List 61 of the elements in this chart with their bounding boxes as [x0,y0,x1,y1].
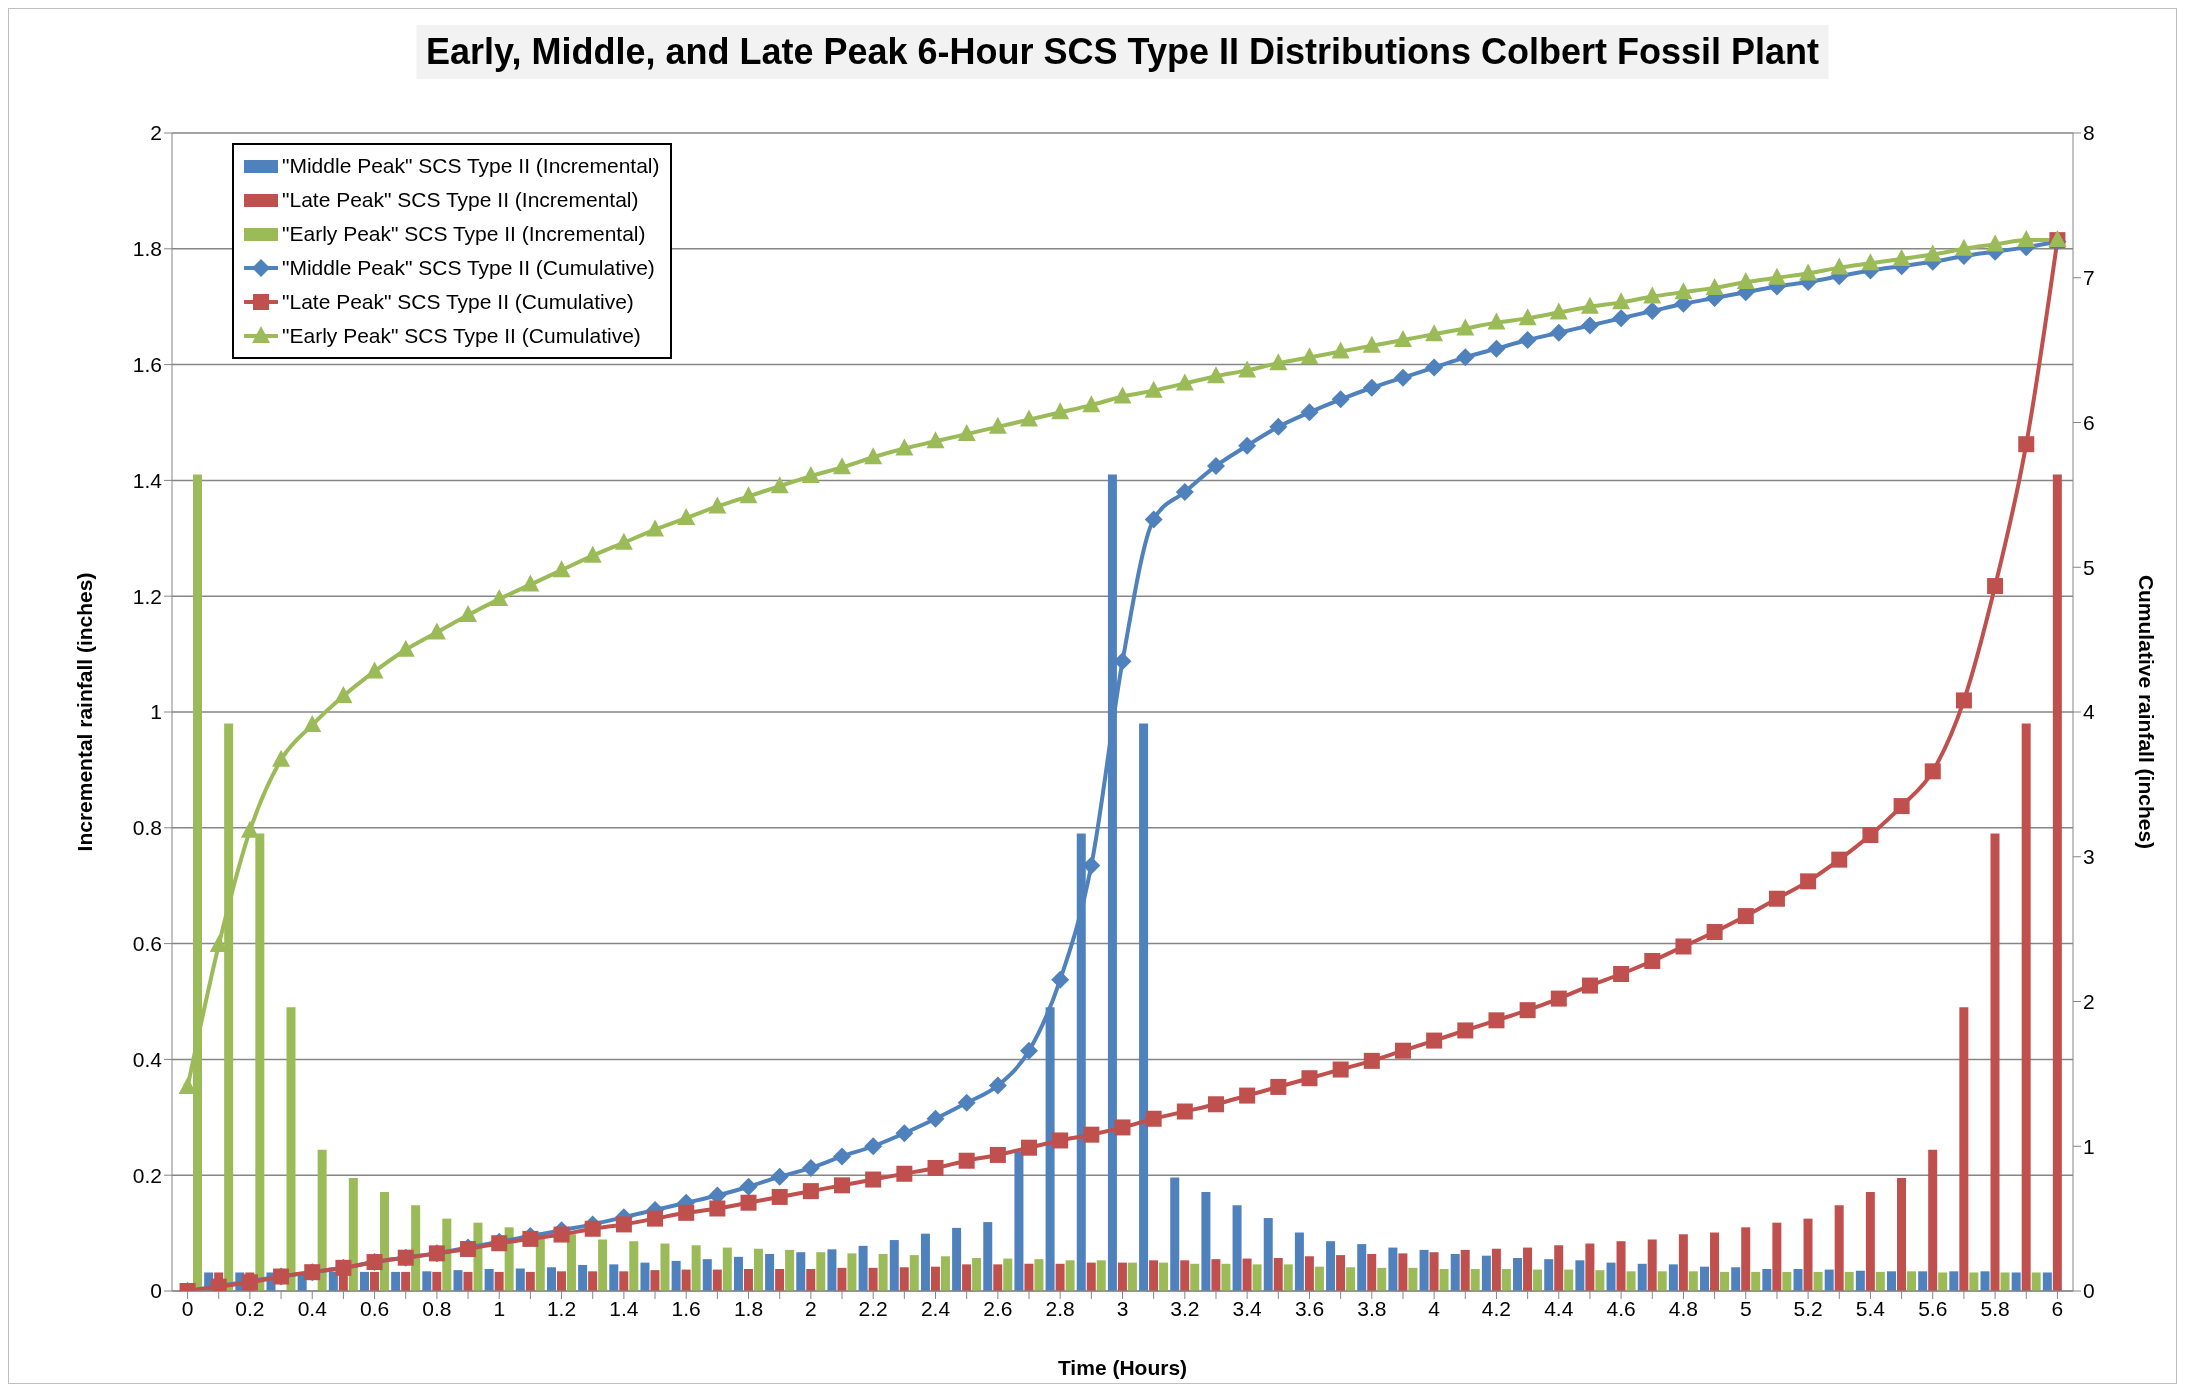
y2-tick-label: 3 [2083,845,2095,869]
y2-tick-label: 7 [2083,266,2095,290]
x-tick-label: 1.2 [546,1296,577,1320]
x-tick-label: 5.4 [1855,1296,1886,1320]
x-tick-label: 2 [805,1296,817,1320]
x-tick-label: 5.6 [1918,1296,1948,1320]
y-tick-label: 0 [150,1279,162,1303]
legend-label: "Middle Peak" SCS Type II (Cumulative) [282,255,655,281]
legend-label: "Middle Peak" SCS Type II (Incremental) [282,153,660,179]
legend-label: "Early Peak" SCS Type II (Cumulative) [282,323,641,349]
legend-label: "Late Peak" SCS Type II (Incremental) [282,187,639,213]
legend-label: "Early Peak" SCS Type II (Incremental) [282,221,646,247]
x-tick-label: 4.8 [1668,1296,1699,1320]
x-tick-label: 0 [181,1296,194,1320]
y2-tick-label: 5 [2083,555,2095,579]
y-tick-label: 1 [150,700,162,724]
x-tick-label: 2.6 [983,1296,1013,1320]
x-tick-label: 1.6 [671,1296,701,1320]
x-tick-label: 0.8 [422,1296,452,1320]
x-tick-label: 4 [1428,1296,1441,1320]
y2-axis-title: Cumulative rainfall (inches) [2134,574,2158,850]
y-tick-label: 0.2 [132,1163,162,1187]
y-tick-label: 0.4 [132,1047,163,1071]
y-tick-label: 0.8 [132,816,162,840]
x-tick-label: 3.8 [1357,1296,1387,1320]
y-tick-label: 2 [150,121,162,145]
y2-tick-label: 2 [2083,989,2095,1013]
x-tick-label: 3.6 [1294,1296,1325,1320]
y2-tick-label: 1 [2083,1134,2095,1158]
x-tick-label: 3 [1116,1296,1129,1320]
x-tick-label: 0.2 [235,1296,265,1320]
x-tick-label: 4.4 [1544,1296,1574,1320]
x-tick-label: 2.2 [858,1296,888,1320]
y2-tick-label: 6 [2083,410,2095,434]
chart-title: Early, Middle, and Late Peak 6-Hour SCS Type II Distributions Colbert Fossil Plant [416,25,1829,79]
x-tick-label: 4.6 [1606,1296,1636,1320]
x-tick-label: 2.8 [1045,1296,1075,1320]
x-tick-label: 1 [493,1296,506,1320]
y-tick-label: 1.6 [132,353,162,377]
y2-tick-label: 8 [2083,121,2095,145]
x-tick-label: 5.8 [1980,1296,2010,1320]
x-tick-label: 1.8 [733,1296,764,1320]
x-tick-label: 3.2 [1170,1296,1200,1320]
x-tick-label: 0.6 [359,1296,390,1320]
x-tick-label: 4.2 [1481,1296,1512,1320]
x-tick-label: 1.4 [609,1296,639,1320]
y-tick-label: 1.4 [132,468,163,492]
y2-tick-label: 4 [2083,700,2095,724]
y-tick-label: 1.8 [132,237,162,261]
y-tick-label: 0.6 [132,932,162,956]
y-tick-label: 1.2 [132,584,162,608]
x-axis-title: Time (Hours) [1057,1356,1188,1379]
legend-label: "Late Peak" SCS Type II (Cumulative) [282,289,634,315]
x-tick-label: 3.4 [1232,1296,1263,1320]
x-tick-label: 5 [1739,1296,1752,1320]
x-tick-label: 0.4 [297,1296,328,1320]
x-tick-label: 5.2 [1793,1296,1823,1320]
y-axis-title: Incremental rainfall (inches) [73,572,97,852]
x-tick-label: 6 [2051,1296,2064,1320]
y2-tick-label: 0 [2083,1279,2095,1303]
x-tick-label: 2.4 [920,1296,951,1320]
